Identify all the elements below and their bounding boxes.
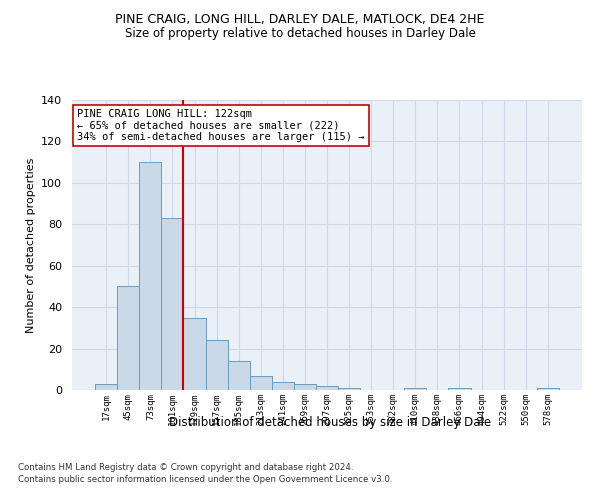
Bar (161, 218, 184, 390)
Bar (250, 376, 272, 390)
Text: Contains public sector information licensed under the Open Government Licence v3: Contains public sector information licen… (18, 475, 392, 484)
Bar (448, 388, 470, 390)
Text: PINE CRAIG, LONG HILL, DARLEY DALE, MATLOCK, DE4 2HE: PINE CRAIG, LONG HILL, DARLEY DALE, MATL… (115, 12, 485, 26)
Bar (139, 162, 161, 390)
Bar (404, 388, 427, 390)
Bar (184, 318, 206, 390)
Bar (537, 388, 559, 390)
Text: Size of property relative to detached houses in Darley Dale: Size of property relative to detached ho… (125, 28, 475, 40)
Y-axis label: Number of detached properties: Number of detached properties (26, 158, 35, 332)
Text: Contains HM Land Registry data © Crown copyright and database right 2024.: Contains HM Land Registry data © Crown c… (18, 464, 353, 472)
Bar (316, 386, 338, 390)
Bar (95, 384, 117, 390)
Bar (272, 382, 294, 390)
Bar (117, 286, 139, 390)
Bar (227, 361, 250, 390)
Text: Distribution of detached houses by size in Darley Dale: Distribution of detached houses by size … (169, 416, 491, 429)
Bar (338, 388, 360, 390)
Text: PINE CRAIG LONG HILL: 122sqm
← 65% of detached houses are smaller (222)
34% of s: PINE CRAIG LONG HILL: 122sqm ← 65% of de… (77, 108, 365, 142)
Bar (294, 384, 316, 390)
Bar (206, 340, 227, 390)
